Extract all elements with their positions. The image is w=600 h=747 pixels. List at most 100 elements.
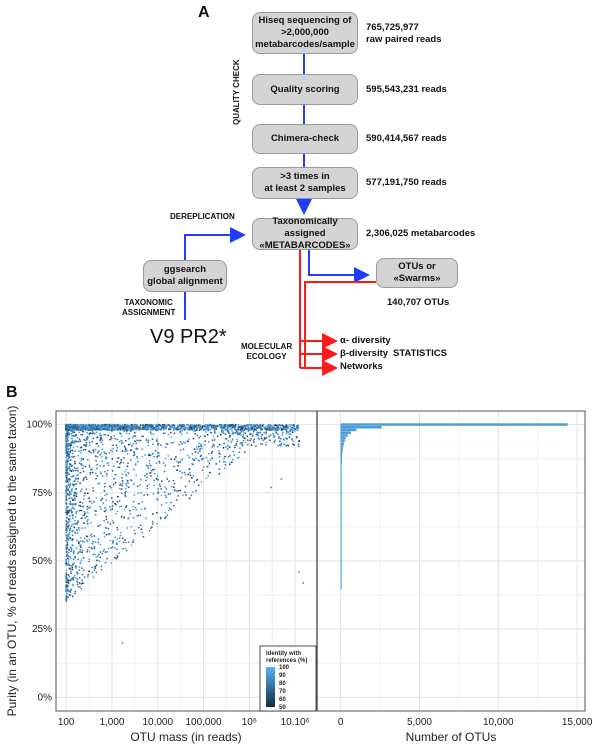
scatter-point (122, 442, 124, 445)
scatter-point (175, 456, 177, 458)
scatter-point (122, 541, 125, 544)
scatter-point (77, 426, 80, 429)
scatter-point (118, 552, 120, 554)
step-box-taxonomic: Taxonomically assigned «METABARCODES» (252, 216, 358, 251)
taxonomic-assignment-line2: ASSIGNMENT (122, 308, 176, 318)
scatter-point (278, 444, 281, 447)
scatter-point (104, 510, 107, 512)
scatter-point (79, 550, 82, 553)
scatter-point (110, 449, 112, 452)
scatter-point (191, 477, 193, 479)
scatter-point (228, 436, 231, 438)
scatter-point (102, 550, 105, 552)
scatter-point (107, 425, 109, 427)
scatter-point (104, 506, 106, 509)
scatter-point (133, 423, 136, 426)
scatter-x-tick-label: 10,000 (142, 717, 173, 728)
scatter-point (283, 438, 286, 441)
scatter-point (179, 449, 182, 452)
scatter-point (165, 446, 167, 449)
step-filter-line2: at least 2 samples (264, 183, 346, 194)
scatter-point (92, 576, 95, 579)
scatter-point (70, 493, 72, 496)
legend-tick-label: 90 (279, 673, 286, 679)
scatter-point (95, 431, 98, 434)
scatter-point (283, 443, 286, 445)
scatter-point (65, 449, 68, 451)
scatter-point (198, 459, 201, 462)
scatter-point (129, 429, 132, 431)
scatter-point (226, 430, 229, 432)
scatter-point (188, 468, 191, 471)
scatter-point (114, 437, 116, 440)
scatter-point (65, 577, 68, 580)
scatter-point (94, 448, 97, 451)
ggsearch-line2: global alignment (147, 276, 223, 287)
scatter-point (135, 474, 138, 477)
legend-tick-label: 100 (279, 665, 290, 671)
scatter-point (89, 466, 91, 469)
scatter-point (126, 453, 129, 455)
scatter-point (71, 568, 74, 571)
scatter-point (108, 451, 111, 454)
scatter-point (114, 556, 116, 559)
scatter-point (141, 455, 144, 458)
scatter-point (66, 511, 69, 514)
scatter-point (247, 424, 249, 426)
scatter-point (74, 531, 76, 533)
scatter-point (164, 511, 167, 514)
scatter-point (103, 489, 106, 492)
scatter-point (244, 432, 247, 435)
scatter-point (94, 553, 96, 556)
scatter-point (263, 431, 266, 434)
scatter-point (76, 583, 79, 586)
scatter-point (95, 510, 97, 512)
scatter-point (202, 466, 205, 468)
scatter-point (288, 433, 290, 436)
scatter-point (100, 452, 103, 454)
otus-count: 140,707 OTUs (387, 297, 450, 308)
scatter-point (74, 450, 77, 453)
scatter-point (136, 460, 139, 463)
scatter-point (115, 512, 117, 515)
scatter-point (69, 447, 72, 450)
scatter-point (155, 477, 158, 480)
scatter-point (104, 482, 106, 485)
scatter-point (136, 485, 139, 488)
scatter-point (195, 489, 197, 492)
count-hiseq-line2: raw paired reads (366, 33, 442, 45)
scatter-point (75, 434, 78, 436)
scatter-point (154, 449, 157, 452)
scatter-point (112, 483, 115, 486)
scatter-point (72, 550, 75, 552)
scatter-point (218, 449, 221, 452)
scatter-point (112, 522, 115, 524)
scatter-point (98, 553, 100, 556)
scatter-point (222, 460, 225, 463)
scatter-point (81, 567, 83, 569)
scatter-point (181, 459, 184, 462)
scatter-point (67, 581, 70, 584)
scatter-point (157, 425, 160, 428)
scatter-point (82, 514, 84, 517)
scatter-point (285, 429, 288, 431)
scatter-point (233, 454, 236, 457)
scatter-point (127, 462, 129, 465)
scatter-point (160, 494, 163, 497)
scatter-point (66, 478, 69, 480)
scatter-point (200, 480, 203, 483)
scatter-point (188, 456, 191, 459)
scatter-point (90, 547, 93, 549)
scatter-point (179, 489, 182, 492)
scatter-point (188, 497, 191, 500)
scatter-point (78, 541, 80, 544)
scatter-point (200, 454, 203, 457)
scatter-point (196, 448, 199, 451)
scatter-point (239, 425, 242, 428)
scatter-point (160, 480, 163, 483)
scatter-point (182, 494, 185, 497)
scatter-point (70, 459, 72, 461)
scatter-point (72, 484, 75, 487)
scatter-point (99, 506, 101, 508)
scatter-point (215, 425, 217, 427)
